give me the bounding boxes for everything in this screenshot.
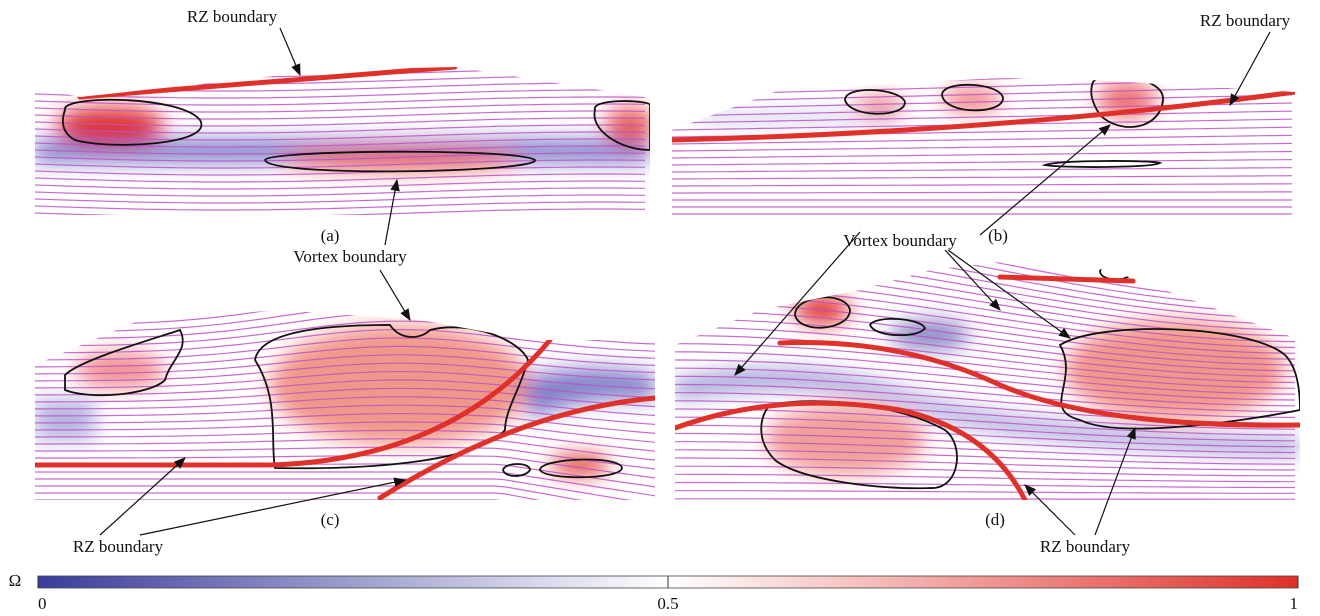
panel-label: (c): [321, 510, 340, 529]
panel-a: [35, 60, 655, 252]
panel-d: [675, 221, 1300, 534]
panel-b: [672, 63, 1295, 249]
streamline: [35, 62, 645, 70]
streamline: [35, 237, 645, 245]
streamline: [35, 223, 645, 231]
figure: (a) (b) (c) (d) RZ boundary RZ boundary …: [0, 0, 1320, 616]
streamline: [35, 500, 655, 531]
streamline: [35, 230, 645, 238]
panel-label: (b): [988, 226, 1008, 245]
colorbar-tick-label: 1: [1290, 594, 1299, 613]
annotation: RZ boundary: [1040, 537, 1131, 556]
colorbar: Ω 0 0.5 1: [9, 571, 1298, 613]
streamline: [35, 507, 655, 540]
streamline: [35, 279, 655, 311]
streamline: [35, 216, 645, 224]
colorbar-tick-label: 0.5: [657, 594, 678, 613]
annotation: RZ boundary: [1200, 11, 1291, 30]
annotation: Vortex boundary: [293, 247, 407, 266]
annotation: Vortex boundary: [843, 231, 957, 250]
annotation: RZ boundary: [73, 537, 164, 556]
annotation: RZ boundary: [187, 7, 278, 26]
panel-label: (d): [985, 510, 1005, 529]
colorbar-tick-label: 0: [38, 594, 47, 613]
colorbar-label: Ω: [9, 571, 22, 590]
streamline: [35, 288, 655, 318]
panel-label: (a): [321, 226, 340, 245]
panel-c: [35, 279, 655, 575]
streamline: [672, 63, 1292, 81]
